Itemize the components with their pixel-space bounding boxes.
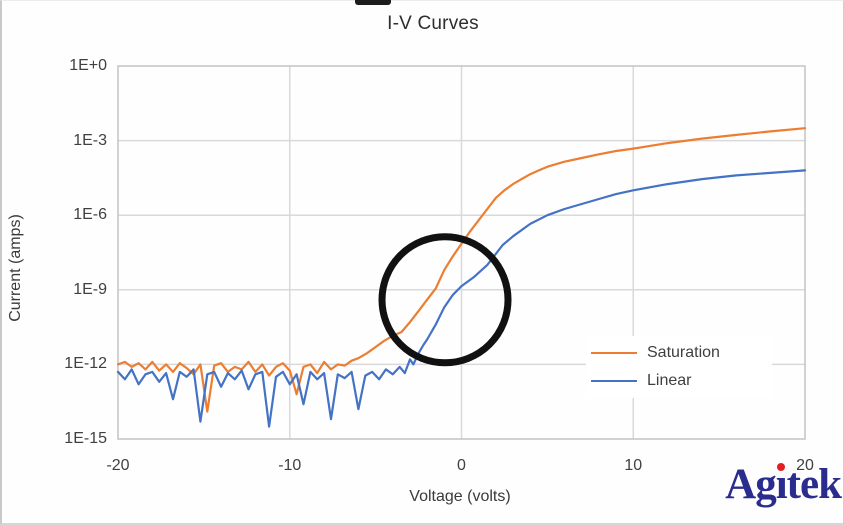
x-tick-label: 0 [457,457,466,474]
y-tick-label: 1E-9 [73,280,107,298]
x-tick-label: -20 [106,457,130,474]
legend-entry-saturation: Saturation [586,341,772,365]
x-axis-title: Voltage (volts) [409,488,511,505]
legend-entry-linear: Linear [586,369,772,393]
plot-border [117,65,806,440]
y-tick-label: 1E-15 [64,430,107,447]
x-tick-label: 10 [624,457,643,474]
y-tick-label: 1E-12 [64,355,107,373]
logo-dotless-i: ı [775,461,788,508]
x-tick-label: 20 [796,457,814,474]
y-tick-label: 1E-3 [73,131,107,149]
y-tick-label: 1E+0 [69,57,107,74]
y-axis-title: Current (amps) [7,214,24,322]
y-tick-label: 1E-6 [73,206,107,224]
x-tick-label: -10 [278,457,302,474]
legend: Saturation Linear [586,336,772,398]
legend-line-swatch [591,380,637,383]
top-edge-artifact [355,0,391,5]
legend-label: Saturation [647,343,720,361]
chart-title: I-V Curves [387,13,479,34]
logo-i-red-dot [777,463,786,471]
logo-text-suffix: tek [786,461,842,508]
threshold-circle-annotation [378,233,512,367]
agitek-logo: Agı tek [725,461,842,508]
series-line-linear [116,169,807,428]
logo-letter-i: ı [775,461,788,508]
logo-text-prefix: Ag [725,461,777,508]
legend-label: Linear [647,372,692,390]
legend-line-swatch [591,351,637,354]
